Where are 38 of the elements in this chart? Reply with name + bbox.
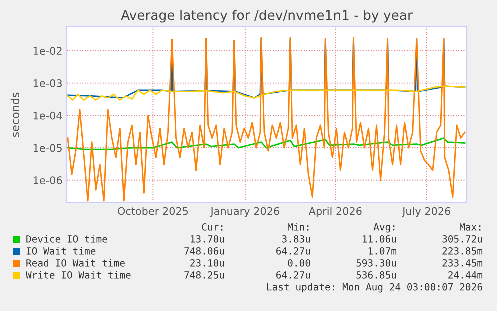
x-tick-label: January 2026	[210, 207, 280, 218]
x-tick-label: October 2025	[118, 207, 188, 216]
text: 748.25u	[184, 271, 224, 279]
legend-label: Device IO time	[26, 235, 108, 243]
text: Cur:	[202, 223, 223, 231]
text: 536.85u	[356, 271, 396, 279]
y-tick-label: 1e-06	[34, 176, 62, 184]
text: 24.44m	[448, 271, 483, 279]
text: 13.70u	[191, 235, 224, 243]
text: 1.07m	[368, 247, 397, 255]
line-series	[67, 138, 466, 150]
text: Last update: Mon Aug 24 03:00:07 2026	[267, 283, 482, 293]
text: Avg:	[374, 224, 395, 233]
legend-label: Read IO Wait time	[26, 259, 125, 267]
text: 64.27u	[276, 271, 310, 279]
text: 0.00	[288, 259, 310, 267]
legend-label: Write IO Wait time	[26, 271, 131, 279]
text: 3.83u	[282, 235, 310, 243]
text: 64.27u	[276, 247, 310, 255]
y-tick-label: 1e-05	[34, 144, 62, 152]
legend-label: IO Wait time	[26, 247, 96, 255]
y-tick-label: 1e-02	[34, 47, 62, 56]
text: Max:	[460, 224, 481, 231]
y-tick-label: 1e-03	[34, 80, 62, 88]
text: 593.30u	[356, 259, 396, 267]
text: Min:	[288, 223, 309, 231]
x-tick-label: April 2026	[308, 207, 362, 218]
text: 223.85m	[442, 247, 483, 255]
x-tick-label: July 2026	[402, 207, 451, 218]
y-axis-title: seconds	[10, 92, 20, 138]
text: 305.72u	[442, 235, 482, 243]
chart-title: Average latency for /dev/nvme1n1 - by year	[121, 10, 413, 23]
y-tick-label: 1e-04	[34, 112, 62, 120]
text: 233.45m	[442, 259, 483, 267]
text: 748.06u	[184, 247, 224, 255]
line-series	[67, 86, 466, 101]
text: 11.06u	[363, 235, 396, 243]
text: 23.10u	[190, 259, 224, 267]
